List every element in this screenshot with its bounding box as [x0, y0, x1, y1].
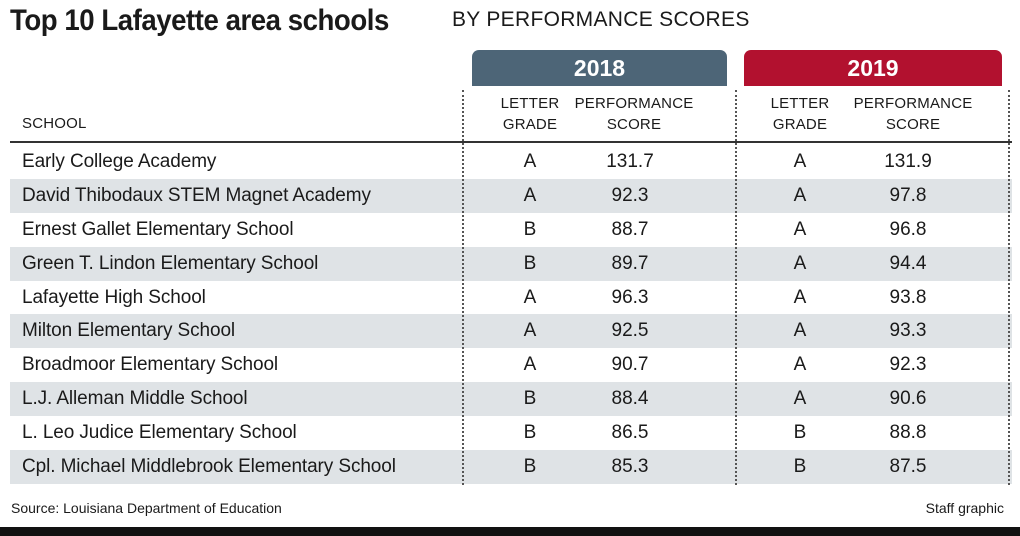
letter-grade-2018-cell: B [523, 218, 537, 240]
column-header-text: PERFORMANCE [853, 95, 973, 112]
letter-grade-2019-cell: A [793, 388, 807, 410]
school-name-cell: Milton Elementary School [22, 320, 236, 342]
letter-grade-2018-cell: B [523, 252, 537, 274]
column-divider [1008, 90, 1010, 485]
performance-score-2018-cell: 96.3 [611, 286, 649, 308]
letter-grade-2019-cell: A [793, 252, 807, 274]
year-header-2019: 2019 [744, 50, 1002, 86]
column-header-school: SCHOOL [22, 115, 87, 132]
performance-score-2019-cell: 90.6 [889, 388, 927, 410]
table-body: Early College Academy A 131.7 A 131.9 David T… [10, 145, 1012, 484]
school-name-cell: Green T. Lindon Elementary School [22, 252, 319, 274]
letter-grade-2019-cell: B [793, 456, 807, 478]
performance-score-2019-cell: 93.3 [889, 320, 927, 342]
bottom-bar [0, 527, 1020, 536]
school-name-cell: Broadmoor Elementary School [22, 354, 279, 376]
letter-grade-2018-cell: A [523, 184, 537, 206]
chart-subtitle: BY PERFORMANCE SCORES [452, 8, 750, 31]
source-note: Source: Louisiana Department of Educatio… [11, 500, 282, 516]
school-name-cell: Cpl. Michael Middlebrook Elementary Scho… [22, 456, 396, 478]
school-name-cell: Early College Academy [22, 151, 217, 172]
header-divider [10, 141, 1012, 143]
letter-grade-2019-cell: A [793, 286, 807, 308]
performance-score-2019-cell: 97.8 [889, 184, 927, 206]
performance-score-2018-cell: 85.3 [611, 456, 649, 478]
performance-score-2018-cell: 86.5 [611, 422, 649, 444]
column-header-text: SCORE [606, 116, 662, 133]
performance-score-2019-cell: 87.5 [889, 456, 927, 478]
performance-score-2019-cell: 94.4 [889, 252, 927, 274]
performance-score-2018-cell: 131.7 [606, 151, 654, 172]
letter-grade-2018-cell: B [523, 422, 537, 444]
performance-score-2019-cell: 92.3 [889, 354, 927, 376]
performance-score-2018-cell: 92.3 [611, 184, 649, 206]
school-name-cell: Lafayette High School [22, 286, 206, 308]
column-header-text: GRADE [772, 116, 828, 133]
table-row: Cpl. Michael Middlebrook Elementary Scho… [10, 450, 1012, 484]
chart-title: Top 10 Lafayette area schools [10, 4, 389, 37]
column-header-text: SCORE [885, 116, 941, 133]
letter-grade-2018-cell: A [523, 286, 537, 308]
table-row: Early College Academy A 131.7 A 131.9 [10, 145, 1012, 179]
table-row: Lafayette High School A 96.3 A 93.8 [10, 281, 1012, 315]
column-header-text: GRADE [502, 116, 558, 133]
table-row: Ernest Gallet Elementary School B 88.7 A 96.… [10, 213, 1012, 247]
letter-grade-2019-cell: A [793, 354, 807, 376]
school-name-cell: L. Leo Judice Elementary School [22, 422, 297, 444]
column-header-text: PERFORMANCE [574, 95, 694, 112]
school-name-cell: Ernest Gallet Elementary School [22, 218, 294, 240]
performance-score-2019-cell: 88.8 [889, 422, 927, 444]
letter-grade-2019-cell: B [793, 422, 807, 444]
performance-score-2018-cell: 89.7 [611, 252, 649, 274]
table-row: David Thibodaux STEM Magnet Academy A 92.3… [10, 178, 1012, 213]
performance-score-2019-cell: 131.9 [884, 151, 932, 172]
chart-title-row: Top 10 Lafayette area schools [10, 4, 422, 44]
credit-note: Staff graphic [925, 500, 1004, 516]
letter-grade-2019-cell: A [793, 320, 807, 342]
column-header-letter-grade-2019: LETTER GRADE [770, 93, 830, 135]
letter-grade-2018-cell: A [523, 151, 537, 172]
table-row: L.J. Alleman Middle School B 88.4 A 90.6 [10, 382, 1012, 417]
performance-score-2019-cell: 96.8 [889, 218, 927, 240]
table-row: Green T. Lindon Elementary School B 89.7 A 9… [10, 246, 1012, 281]
letter-grade-2018-cell: B [523, 388, 537, 410]
school-name-cell: David Thibodaux STEM Magnet Academy [22, 184, 371, 206]
table-row: L. Leo Judice Elementary School B 86.5 B 88.… [10, 416, 1012, 450]
school-name-cell: L.J. Alleman Middle School [22, 388, 248, 410]
column-divider [462, 90, 464, 485]
performance-score-2019-cell: 93.8 [889, 286, 927, 308]
performance-score-2018-cell: 88.7 [611, 218, 649, 240]
performance-score-2018-cell: 92.5 [611, 320, 649, 342]
column-header-text: LETTER [770, 95, 830, 112]
column-header-score-2018: PERFORMANCE SCORE [574, 93, 694, 135]
letter-grade-2018-cell: A [523, 354, 537, 376]
letter-grade-2019-cell: A [793, 184, 807, 206]
performance-score-2018-cell: 88.4 [611, 388, 649, 410]
table-row: Milton Elementary School A 92.5 A 93.3 [10, 314, 1012, 349]
column-header-letter-grade-2018: LETTER GRADE [500, 93, 560, 135]
column-divider [735, 90, 737, 485]
letter-grade-2019-cell: A [793, 218, 807, 240]
year-header-2018: 2018 [472, 50, 727, 86]
letter-grade-2019-cell: A [793, 151, 807, 172]
letter-grade-2018-cell: A [523, 320, 537, 342]
column-header-text: LETTER [500, 95, 560, 112]
table-row: Broadmoor Elementary School A 90.7 A 92.3 [10, 348, 1012, 382]
performance-score-2018-cell: 90.7 [611, 354, 649, 376]
column-header-score-2019: PERFORMANCE SCORE [853, 93, 973, 135]
letter-grade-2018-cell: B [523, 456, 537, 478]
